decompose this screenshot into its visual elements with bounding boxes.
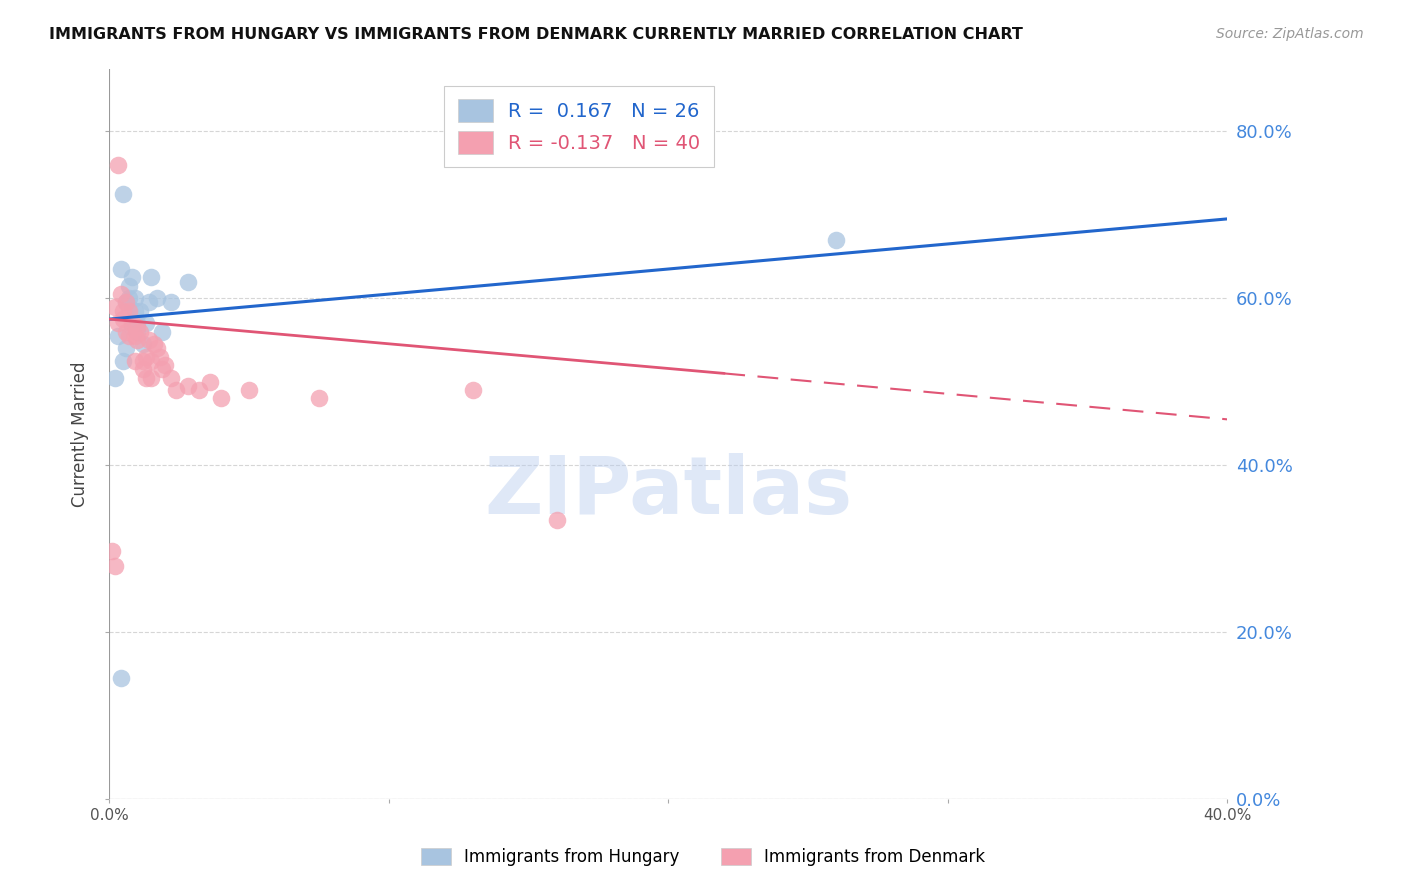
Point (107, 316, 129, 330)
Point (132, 354, 155, 368)
Point (112, 186, 135, 201)
Point (110, 671, 132, 685)
Point (110, 287, 132, 301)
Point (155, 358, 177, 372)
Point (115, 342, 138, 356)
Point (146, 291, 169, 305)
Point (152, 325, 174, 339)
Point (146, 342, 169, 356)
Point (209, 392, 232, 406)
Point (132, 337, 155, 351)
Point (166, 383, 188, 397)
Point (115, 295, 138, 310)
Point (127, 316, 149, 330)
Point (138, 295, 160, 310)
Point (118, 328, 141, 343)
Point (461, 383, 484, 397)
Point (308, 392, 330, 406)
Point (110, 262, 132, 277)
Point (118, 278, 141, 293)
Point (112, 354, 135, 368)
Point (152, 362, 174, 376)
Point (135, 316, 157, 330)
Text: Source: ZipAtlas.com: Source: ZipAtlas.com (1216, 27, 1364, 41)
Point (124, 303, 146, 318)
Point (127, 320, 149, 334)
Point (112, 312, 135, 326)
Point (104, 370, 127, 384)
Point (101, 543, 124, 558)
Point (160, 295, 183, 310)
Point (121, 316, 143, 330)
Point (104, 300, 127, 314)
Legend: Immigrants from Hungary, Immigrants from Denmark: Immigrants from Hungary, Immigrants from… (412, 840, 994, 875)
Point (115, 325, 138, 339)
Point (143, 337, 166, 351)
Point (160, 370, 183, 384)
Point (141, 270, 163, 285)
Point (141, 354, 163, 368)
Point (149, 350, 172, 364)
Point (121, 320, 143, 334)
Y-axis label: Currently Married: Currently Married (72, 361, 89, 507)
Point (138, 333, 160, 347)
Point (135, 350, 157, 364)
Text: ZIPatlas: ZIPatlas (484, 453, 852, 532)
Point (198, 375, 221, 389)
Point (115, 295, 138, 310)
Point (124, 291, 146, 305)
Point (135, 370, 157, 384)
Point (187, 383, 209, 397)
Point (238, 383, 260, 397)
Point (112, 303, 135, 318)
Point (129, 303, 152, 318)
Point (107, 328, 129, 343)
Point (132, 362, 155, 376)
Point (141, 370, 163, 384)
Point (118, 303, 141, 318)
Text: IMMIGRANTS FROM HUNGARY VS IMMIGRANTS FROM DENMARK CURRENTLY MARRIED CORRELATION: IMMIGRANTS FROM HUNGARY VS IMMIGRANTS FR… (49, 27, 1024, 42)
Point (124, 354, 146, 368)
Point (825, 233, 848, 247)
Point (107, 158, 129, 172)
Point (104, 558, 127, 573)
Point (124, 328, 146, 343)
Legend: R =  0.167   N = 26, R = -0.137   N = 40: R = 0.167 N = 26, R = -0.137 N = 40 (444, 86, 714, 168)
Point (176, 275, 198, 289)
Point (121, 270, 143, 285)
Point (176, 379, 198, 393)
Point (127, 333, 149, 347)
Point (546, 513, 568, 527)
Point (118, 291, 141, 305)
Point (127, 325, 149, 339)
Point (129, 325, 152, 339)
